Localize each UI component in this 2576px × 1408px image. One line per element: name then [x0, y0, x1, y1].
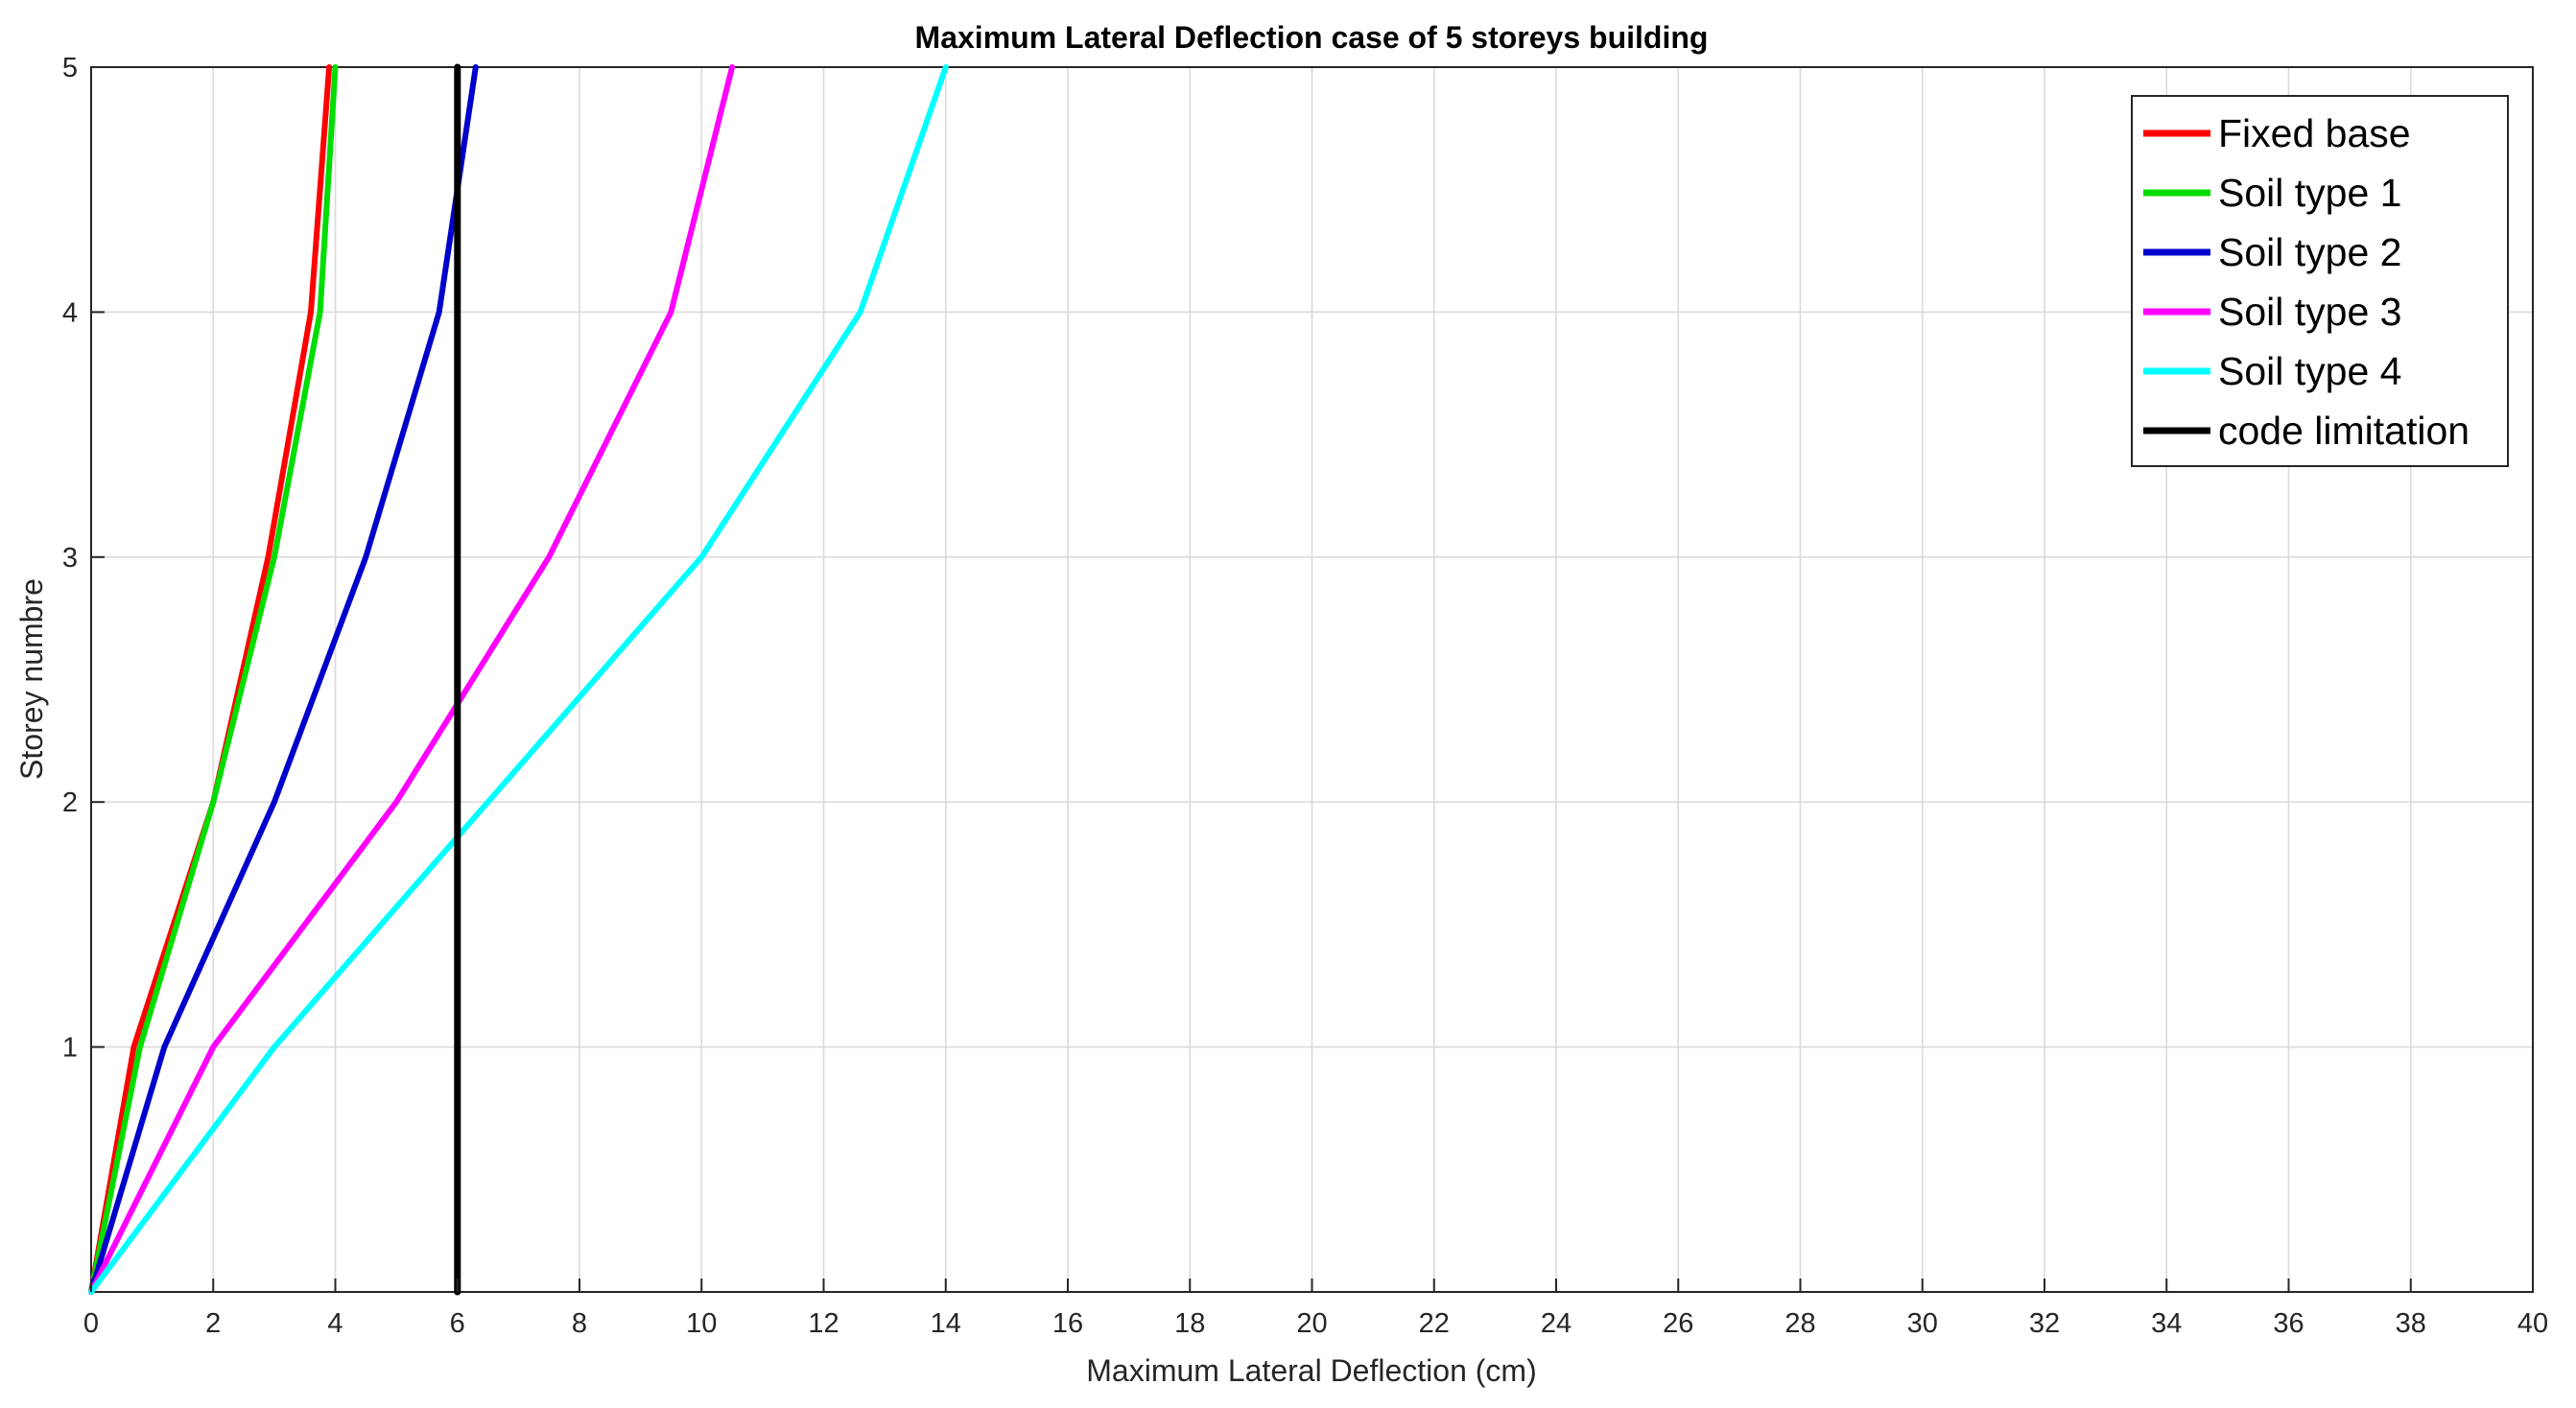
x-tick-label: 2	[205, 1308, 221, 1339]
y-tick-label: 5	[62, 53, 78, 83]
x-tick-label: 28	[1784, 1308, 1815, 1339]
x-tick-label: 40	[2517, 1308, 2548, 1339]
y-tick-label: 2	[62, 787, 78, 818]
series-line-2	[88, 64, 339, 1295]
x-axis-label: Maximum Lateral Deflection (cm)	[1086, 1353, 1536, 1388]
series-line-5	[88, 64, 949, 1295]
x-tick-label: 34	[2151, 1308, 2182, 1339]
legend-entry-label: Fixed base	[2218, 111, 2411, 155]
x-tick-label: 10	[686, 1308, 717, 1339]
legend-entry-label: code limitation	[2218, 409, 2470, 453]
y-axis-label: Storey numbre	[14, 578, 49, 780]
grid	[91, 67, 2533, 1292]
series-lines	[88, 63, 949, 1296]
x-tick-label: 32	[2029, 1308, 2060, 1339]
y-tick-label: 4	[62, 297, 78, 328]
legend-entry-label: Soil type 2	[2218, 230, 2401, 274]
x-tick-label: 12	[808, 1308, 839, 1339]
legend-box	[2131, 95, 2509, 467]
x-tick-label: 30	[1907, 1308, 1938, 1339]
series-line-1	[88, 64, 333, 1295]
legend: Fixed base Soil type 1 Soil type 2 Soil typ…	[2131, 95, 2509, 467]
series-line-4	[88, 64, 736, 1295]
x-tick-label: 26	[1663, 1308, 1693, 1339]
x-tick-label: 38	[2396, 1308, 2426, 1339]
y-tick-label: 3	[62, 543, 78, 574]
x-tick-label: 24	[1541, 1308, 1572, 1339]
x-tick-label: 0	[83, 1308, 99, 1339]
y-tick-label: 1	[62, 1033, 78, 1064]
x-tick-label: 18	[1174, 1308, 1205, 1339]
x-tick-label: 22	[1419, 1308, 1450, 1339]
series-line-3	[88, 64, 479, 1295]
x-tick-label: 16	[1052, 1308, 1083, 1339]
axis-ticks: 0 2 4 6 8 10 12 14 16 18 20 22 24 26 28 30 32 34 36 38 40123…	[62, 53, 2548, 1339]
legend-entry-label: Soil type 1	[2218, 171, 2401, 215]
x-tick-label: 8	[572, 1308, 587, 1339]
x-tick-label: 4	[327, 1308, 343, 1339]
legend-entry-label: Soil type 4	[2218, 349, 2401, 393]
legend-entry-label: Soil type 3	[2218, 290, 2401, 334]
x-tick-label: 6	[450, 1308, 465, 1339]
x-tick-label: 36	[2273, 1308, 2304, 1339]
chart-title: Maximum Lateral Deflection case of 5 sto…	[915, 20, 1709, 55]
x-tick-label: 14	[931, 1308, 961, 1339]
x-tick-label: 20	[1296, 1308, 1327, 1339]
